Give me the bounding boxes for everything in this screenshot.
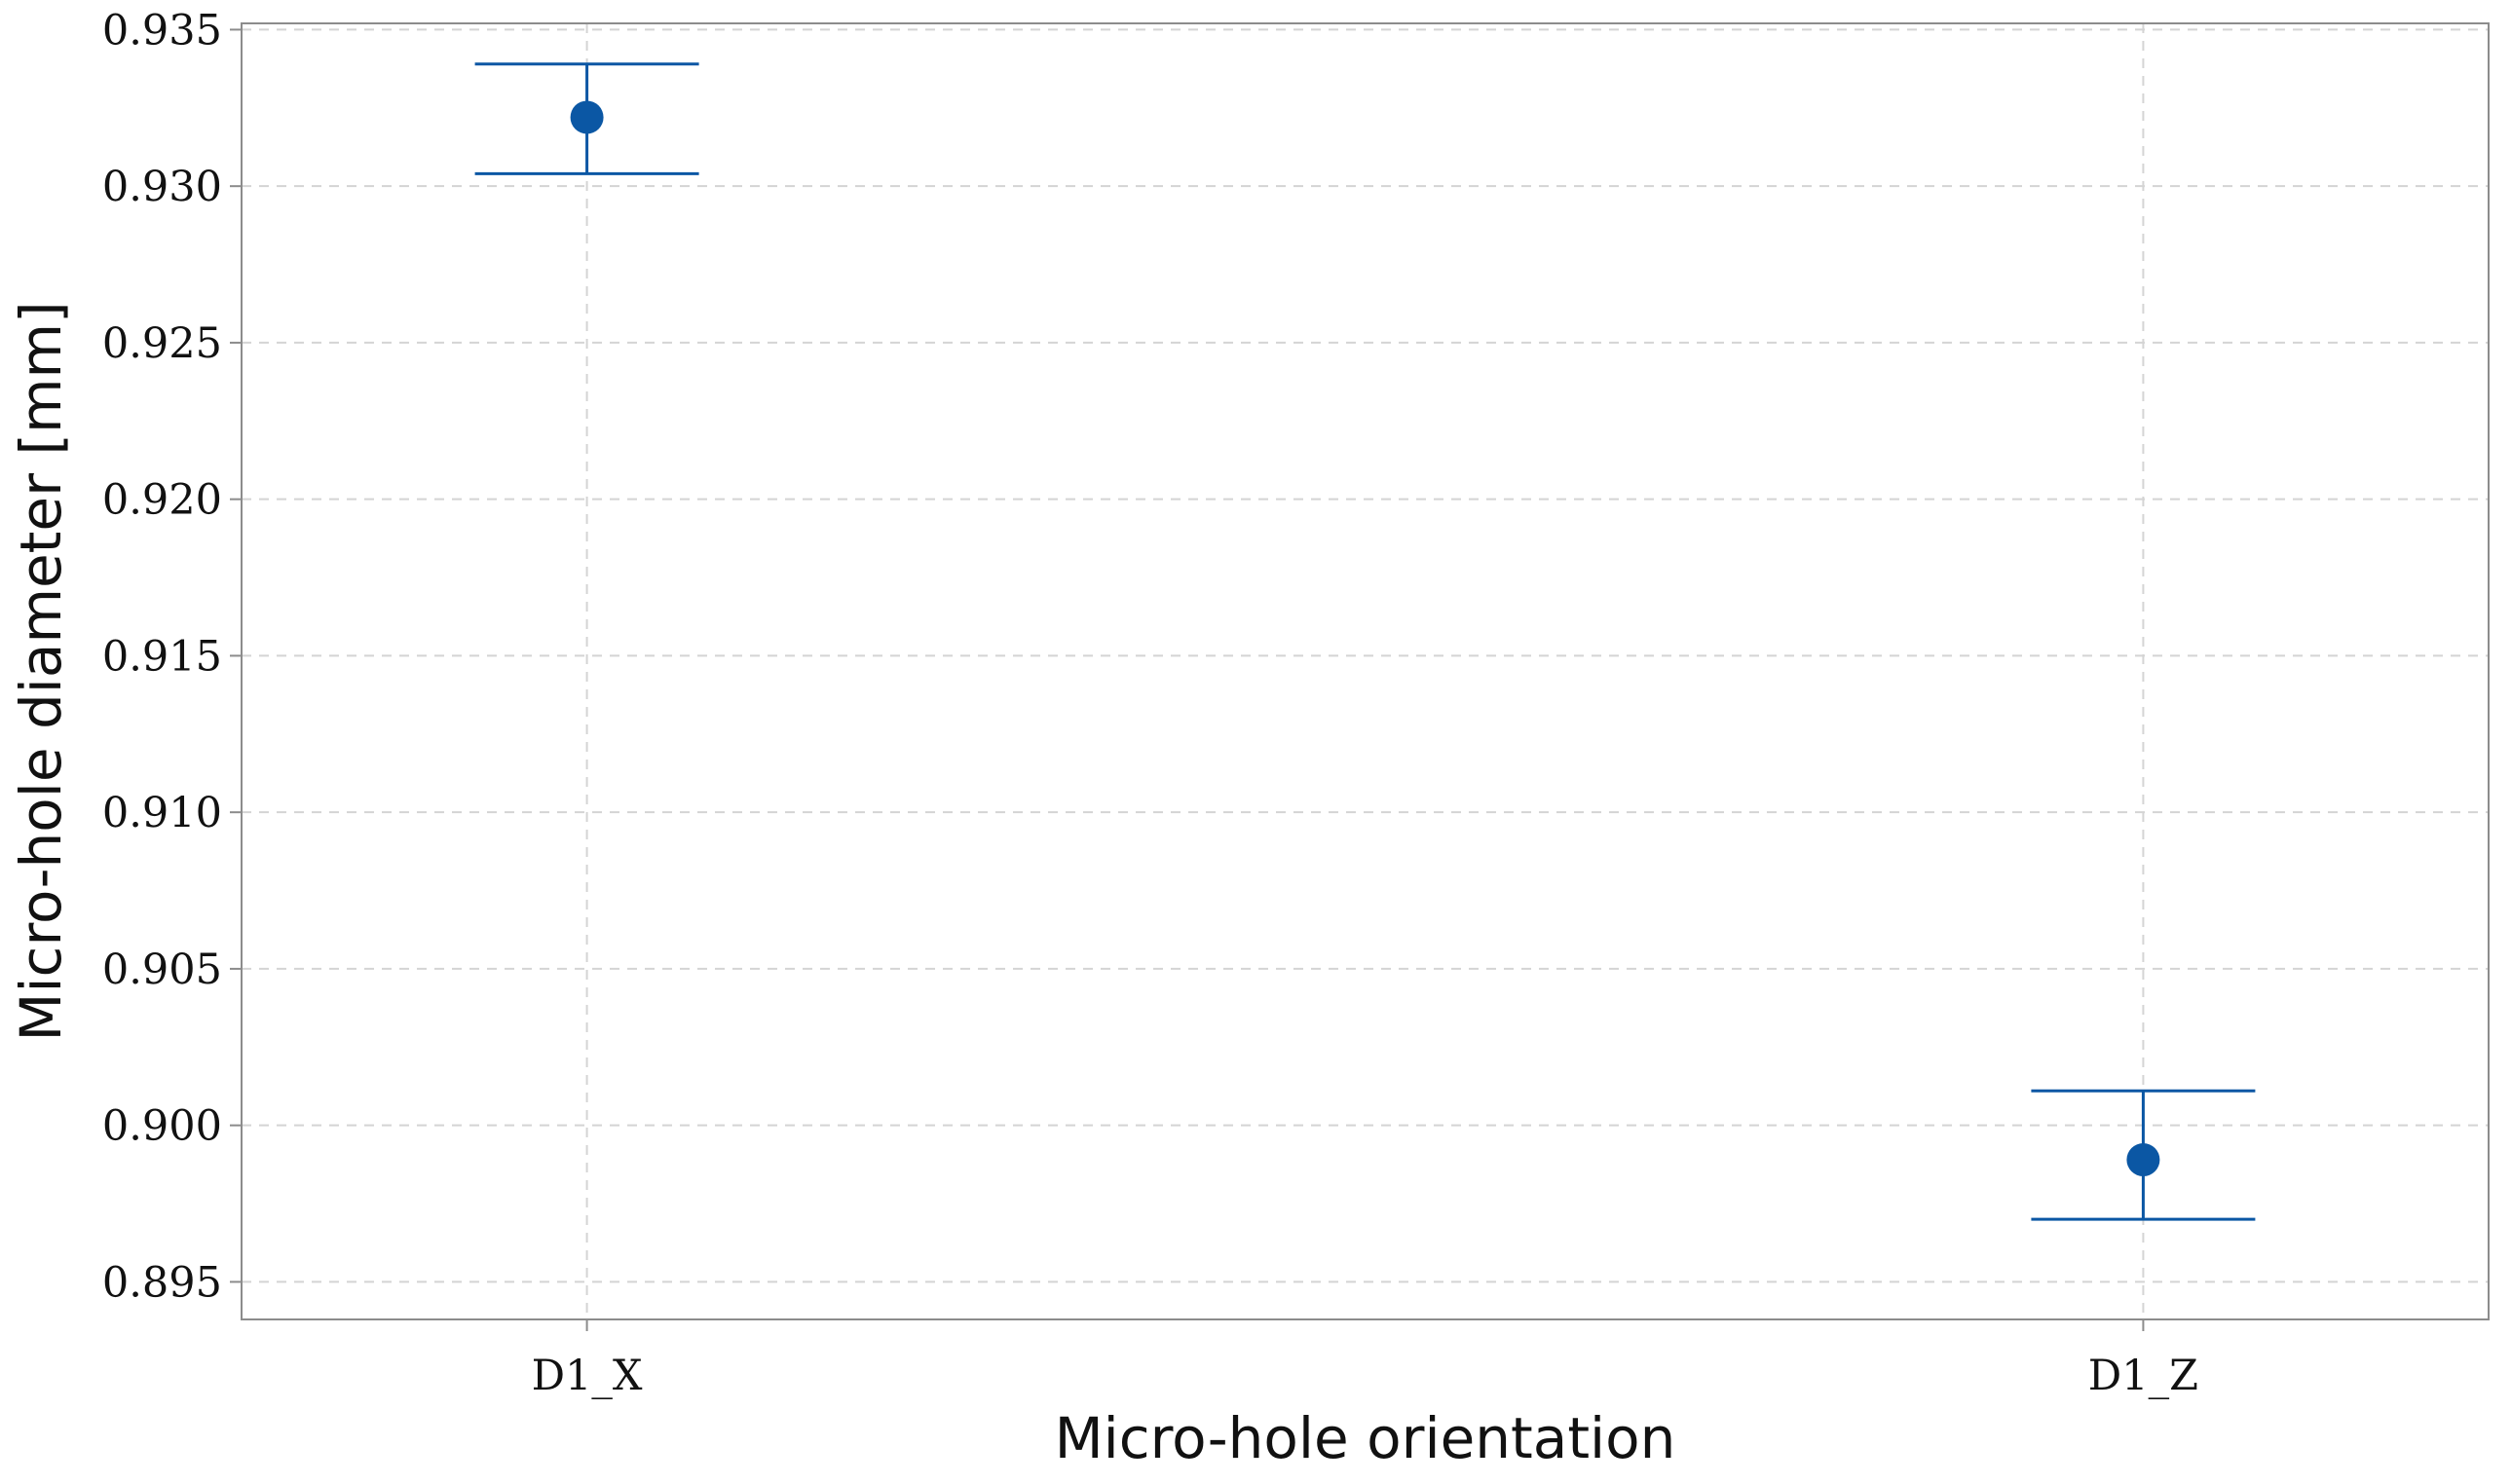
data-marks (474, 62, 2256, 1221)
mean-point-D1_Z (2126, 1143, 2160, 1177)
axes: 0.895 0.900 0.905 0.910 0.915 0.920 0.925 0.930… (102, 6, 2198, 1400)
y-tick-label: 0.920 (102, 476, 222, 525)
y-tick-label: 0.925 (102, 319, 222, 368)
x-axis-title: Micro-hole orientation (1055, 1405, 1676, 1471)
y-tick-label: 0.935 (102, 6, 222, 55)
y-tick-label: 0.905 (102, 946, 222, 994)
y-tick-label: 0.930 (102, 163, 222, 211)
y-tick-label: 0.910 (102, 789, 222, 837)
x-tick-label: D1_Z (2088, 1352, 2198, 1400)
y-tick-label: 0.895 (102, 1258, 222, 1307)
y-tick-label: 0.915 (102, 632, 222, 681)
y-axis-title: Micro-hole diameter [mm] (8, 301, 74, 1041)
grid (242, 23, 2489, 1319)
plot-frame (241, 22, 2490, 1320)
mean-point-D1_X (570, 100, 604, 134)
x-tick-label: D1_X (532, 1352, 643, 1400)
y-tick-label: 0.900 (102, 1102, 222, 1151)
